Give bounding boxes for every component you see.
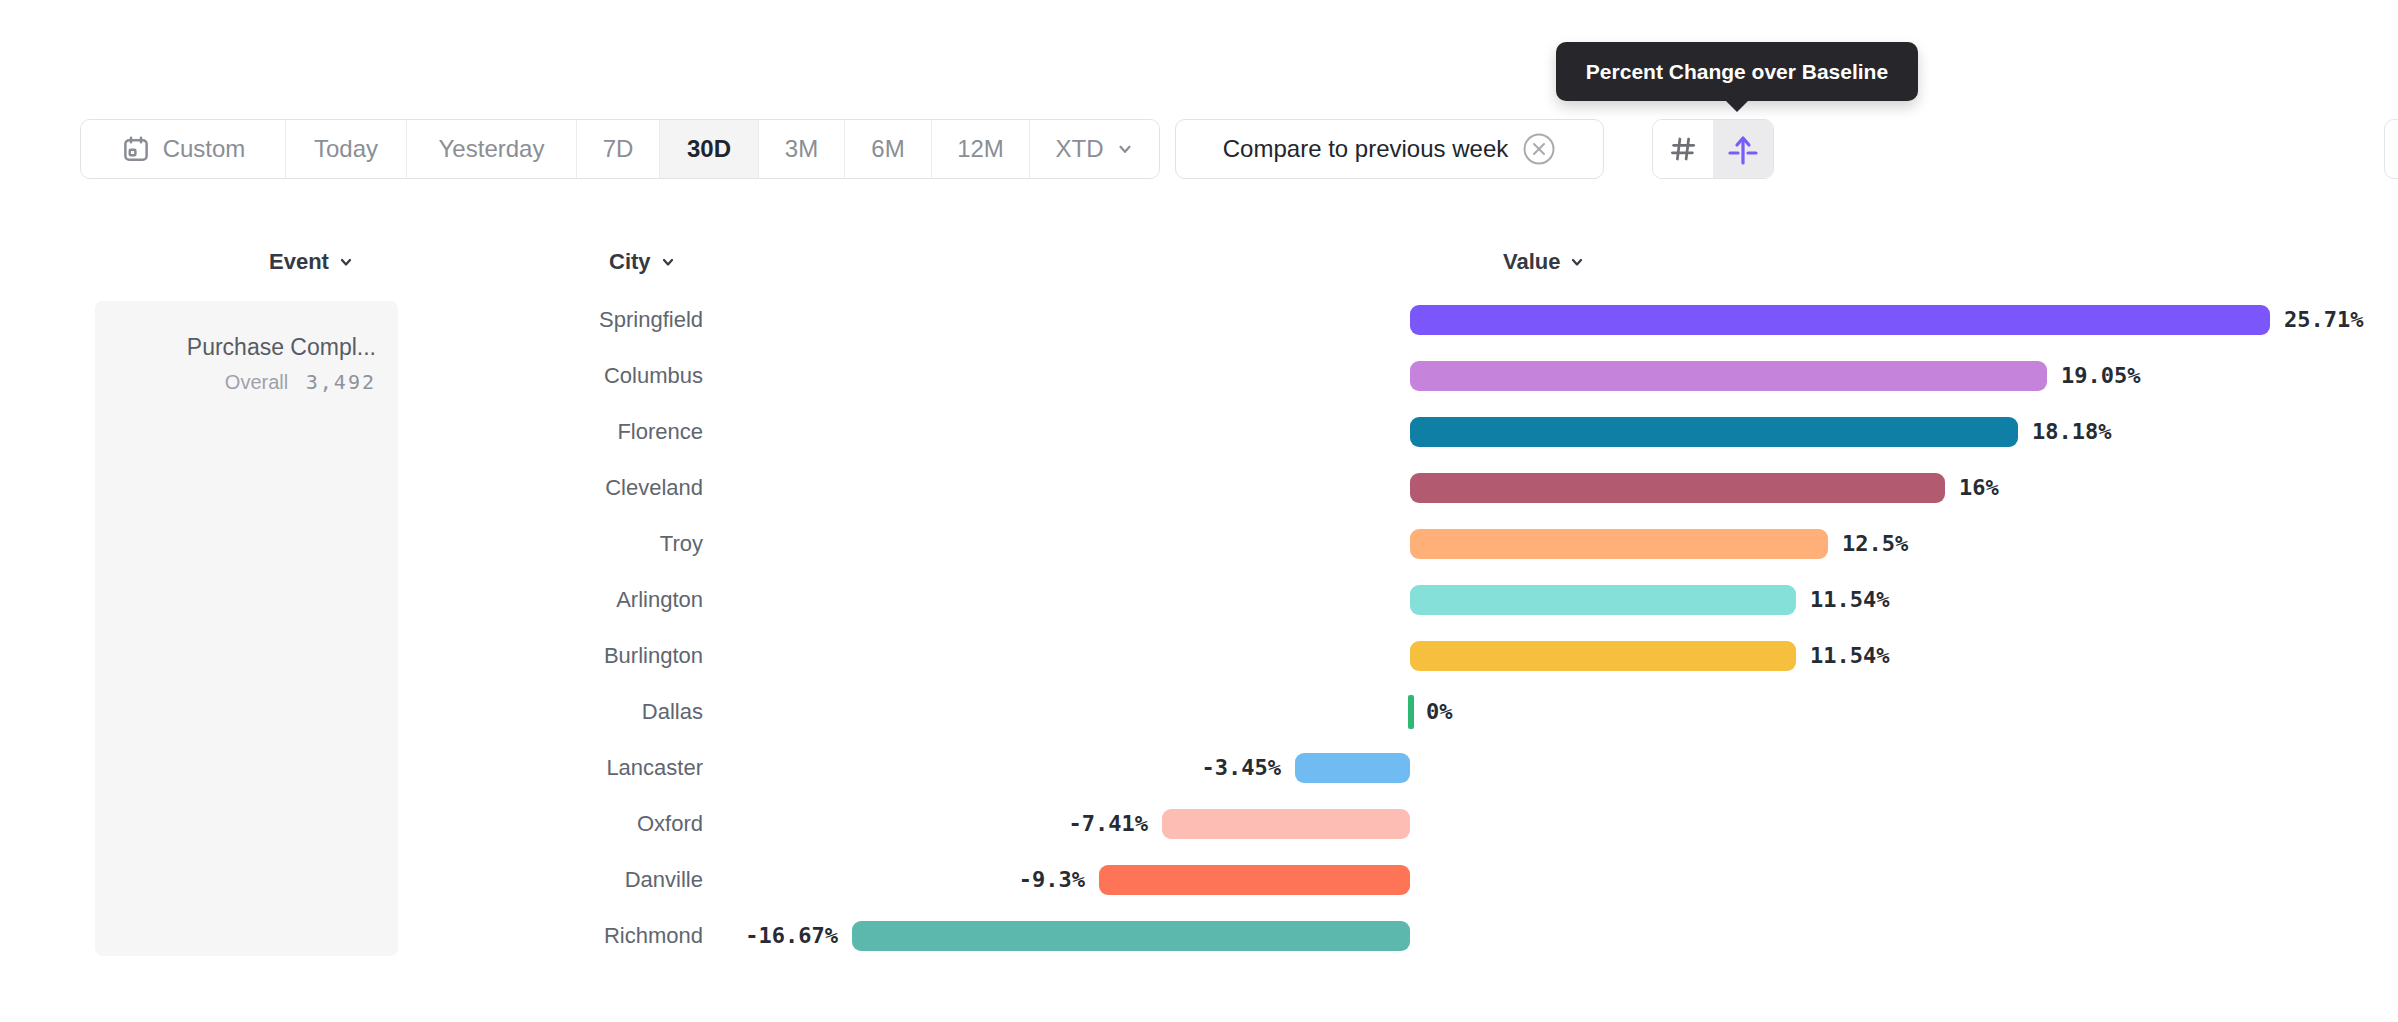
city-label: Columbus [400,348,703,404]
bar[interactable] [1410,585,1796,615]
value-label: 18.18% [2032,404,2111,460]
chart-value-mode-toggle [1652,119,1774,179]
city-label: Springfield [400,292,703,348]
date-range-7d[interactable]: 7D [577,120,660,178]
bar[interactable] [852,921,1410,951]
city-label: Richmond [400,908,703,964]
date-range-yesterday[interactable]: Yesterday [407,120,577,178]
absolute-values-toggle[interactable] [1653,120,1713,178]
value-label: -9.3% [1019,852,1085,908]
value-label: 19.05% [2061,348,2140,404]
chart-row: Cleveland 16% [0,460,2398,516]
bar[interactable] [1410,473,1945,503]
tooltip: Percent Change over Baseline [1556,42,1918,101]
value-label: 0% [1426,684,1453,740]
city-label: Troy [400,516,703,572]
chart-row: Richmond -16.67% [0,908,2398,964]
city-label: Florence [400,404,703,460]
value-label: 11.54% [1810,628,1889,684]
city-label: Danville [400,852,703,908]
bar[interactable] [1410,305,2270,335]
date-range-xtd[interactable]: XTD [1030,120,1159,178]
bar[interactable] [1410,417,2018,447]
city-label: Oxford [400,796,703,852]
bar[interactable] [1295,753,1410,783]
analytics-chart-view: Percent Change over Baseline Custom Toda… [0,0,2398,1022]
tooltip-caret [1725,100,1749,112]
calendar-icon [121,134,151,164]
compare-filter-pill[interactable]: Compare to previous week [1175,119,1604,179]
value-label: -16.67% [745,908,838,964]
chart-row: Springfield 25.71% [0,292,2398,348]
bar[interactable] [1162,809,1410,839]
chart-row: Troy 12.5% [0,516,2398,572]
column-header-city[interactable]: City [609,248,676,276]
compare-label: Compare to previous week [1223,135,1508,163]
date-range-custom[interactable]: Custom [81,120,286,178]
chart-row: Arlington 11.54% [0,572,2398,628]
city-label: Dallas [400,684,703,740]
circle-x-icon[interactable] [1522,132,1556,166]
chart-row: Danville -9.3% [0,852,2398,908]
date-range-label: Custom [163,135,246,163]
chevron-down-icon [1116,140,1134,158]
chart-row: Oxford -7.41% [0,796,2398,852]
column-header-event[interactable]: Event [269,248,354,276]
toolbar: Custom Today Yesterday 7D 30D 3M 6M 12M … [0,119,2398,179]
chevron-down-icon [660,254,676,270]
date-range-3m[interactable]: 3M [759,120,845,178]
value-label: -7.41% [1069,796,1148,852]
bar[interactable] [1410,529,1828,559]
chart-row: Florence 18.18% [0,404,2398,460]
clipped-toolbar-button[interactable] [2384,119,2398,179]
date-range-today[interactable]: Today [286,120,407,178]
date-range-6m[interactable]: 6M [845,120,932,178]
hash-icon [1668,134,1698,164]
bar[interactable] [1099,865,1410,895]
percent-change-baseline-toggle[interactable] [1713,120,1773,178]
city-label: Lancaster [400,740,703,796]
date-range-30d[interactable]: 30D [660,120,759,178]
chart-row: Columbus 19.05% [0,348,2398,404]
tooltip-text: Percent Change over Baseline [1586,60,1888,84]
date-range-picker: Custom Today Yesterday 7D 30D 3M 6M 12M … [80,119,1160,179]
value-label: 16% [1959,460,1999,516]
bar[interactable] [1408,695,1414,729]
chevron-down-icon [1569,254,1585,270]
chart-row: Dallas 0% [0,684,2398,740]
bar[interactable] [1410,361,2047,391]
percent-change-baseline-icon [1726,132,1760,166]
value-label: -3.45% [1202,740,1281,796]
chart-row: Lancaster -3.45% [0,740,2398,796]
chevron-down-icon [338,254,354,270]
column-header-value[interactable]: Value [1503,248,1585,276]
value-label: 12.5% [1842,516,1908,572]
city-label: Burlington [400,628,703,684]
bar[interactable] [1410,641,1796,671]
chart-row: Burlington 11.54% [0,628,2398,684]
date-range-12m[interactable]: 12M [932,120,1030,178]
bar-chart: Springfield 25.71% Columbus 19.05% Flore… [0,292,2398,964]
city-label: Arlington [400,572,703,628]
value-label: 25.71% [2284,292,2363,348]
city-label: Cleveland [400,460,703,516]
value-label: 11.54% [1810,572,1889,628]
